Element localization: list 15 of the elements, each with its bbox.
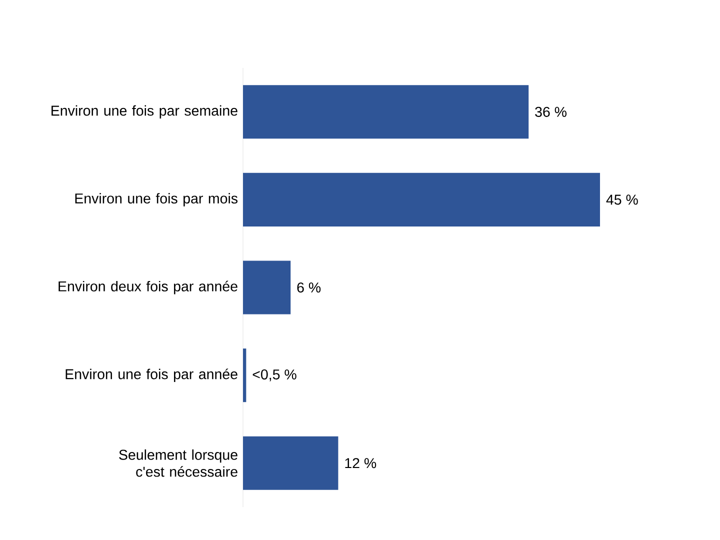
- data-label: 45 %: [606, 194, 638, 205]
- y-tick-label: Environ deux fois par année: [58, 280, 238, 294]
- bar: [243, 348, 246, 402]
- y-tick-label: Seulement lorsque c'est nécessaire: [119, 449, 238, 477]
- data-label: 36 %: [535, 106, 566, 117]
- bar: [243, 172, 600, 226]
- data-label: 12 %: [345, 458, 376, 468]
- y-tick-label: Environ une fois par mois: [75, 193, 238, 206]
- y-tick-label: Environ une fois par semaine: [52, 105, 238, 119]
- data-label: 6 %: [297, 282, 321, 293]
- bar: [243, 436, 338, 490]
- bar: [243, 260, 291, 314]
- bar: [243, 85, 529, 139]
- data-label: <0,5 %: [252, 369, 296, 382]
- y-tick-label: Environ une fois par année: [66, 368, 238, 382]
